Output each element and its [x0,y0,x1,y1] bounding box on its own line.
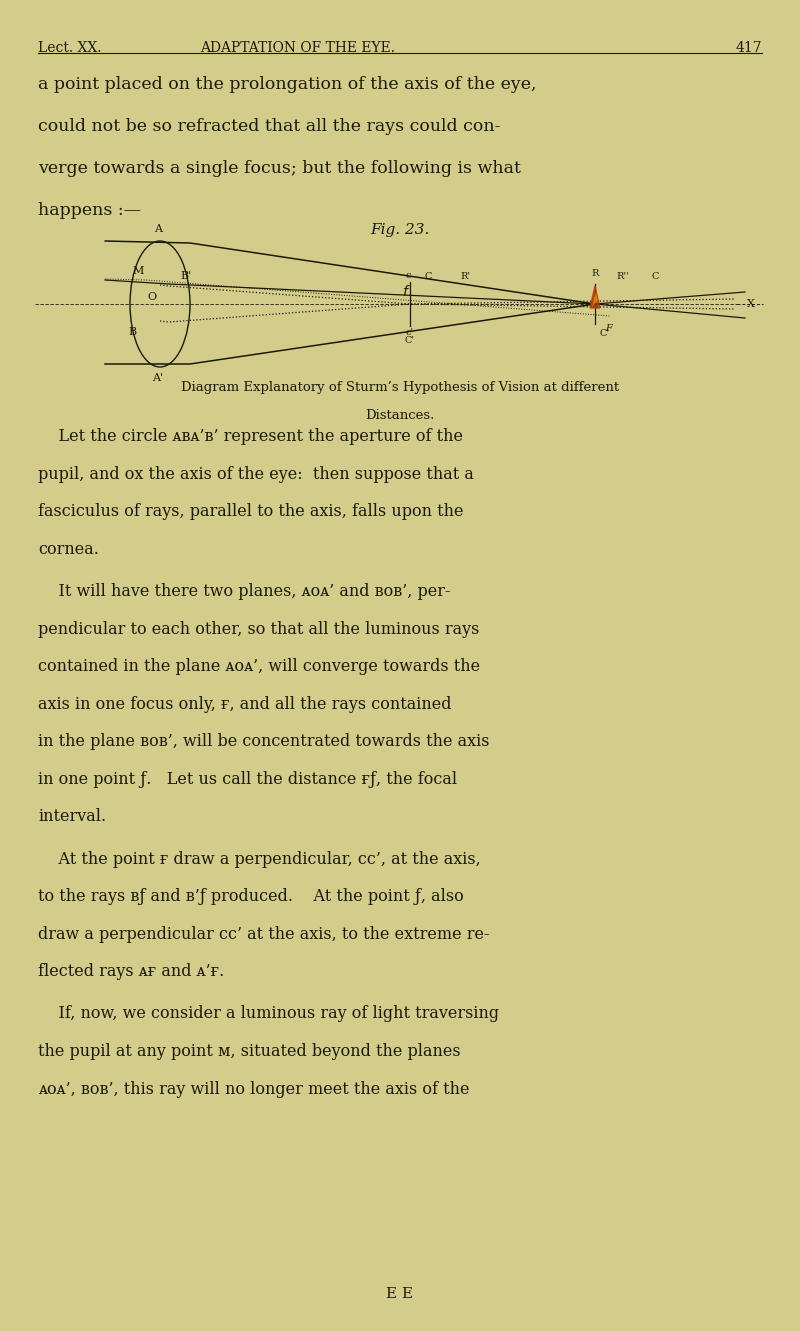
Text: B: B [128,327,136,337]
Text: cornea.: cornea. [38,540,99,558]
Text: c: c [405,272,410,280]
Text: Distances.: Distances. [366,409,434,422]
Text: At the point ғ draw a perpendicular, cc’, at the axis,: At the point ғ draw a perpendicular, cc’… [38,851,481,868]
Text: interval.: interval. [38,808,106,825]
Text: in one point ƒ.   Let us call the distance ғƒ, the focal: in one point ƒ. Let us call the distance… [38,771,457,788]
Text: a point placed on the prolongation of the axis of the eye,: a point placed on the prolongation of th… [38,76,537,93]
Text: flected rays ᴀғ and ᴀ’ғ.: flected rays ᴀғ and ᴀ’ғ. [38,964,224,980]
Text: E E: E E [386,1287,414,1300]
Text: to the rays ʙƒ and ʙ’ƒ produced.    At the point ƒ, also: to the rays ʙƒ and ʙ’ƒ produced. At the … [38,888,464,905]
Text: B': B' [180,272,191,281]
Text: $\mathit{f}$: $\mathit{f}$ [402,284,410,299]
Text: R': R' [460,272,470,281]
Text: 417: 417 [735,41,762,55]
Text: A: A [154,224,162,234]
Text: A': A' [153,373,163,383]
Text: pendicular to each other, so that all the luminous rays: pendicular to each other, so that all th… [38,620,479,638]
Text: verge towards a single focus; but the following is what: verge towards a single focus; but the fo… [38,160,521,177]
Text: Lect. XX.: Lect. XX. [38,41,102,55]
Text: Fig. 23.: Fig. 23. [370,224,430,237]
Polygon shape [592,291,598,306]
Text: ADAPTATION OF THE EYE.: ADAPTATION OF THE EYE. [200,41,395,55]
Text: axis in one focus only, ғ, and all the rays contained: axis in one focus only, ғ, and all the r… [38,696,451,712]
Text: happens :—: happens :— [38,202,141,220]
Text: F: F [605,323,612,333]
Text: X: X [747,299,755,309]
Text: pupil, and ox the axis of the eye:  then suppose that a: pupil, and ox the axis of the eye: then … [38,466,474,483]
Text: ᴀoᴀ’, ʙoʙ’, this ray will no longer meet the axis of the: ᴀoᴀ’, ʙoʙ’, this ray will no longer meet… [38,1081,470,1098]
Text: R: R [591,269,598,278]
Text: could not be so refracted that all the rays could con-: could not be so refracted that all the r… [38,118,501,134]
Text: fasciculus of rays, parallel to the axis, falls upon the: fasciculus of rays, parallel to the axis… [38,503,463,520]
Text: in the plane ʙoʙ’, will be concentrated towards the axis: in the plane ʙoʙ’, will be concentrated … [38,733,490,749]
Text: M: M [132,266,143,276]
Text: contained in the plane ᴀoᴀ’, will converge towards the: contained in the plane ᴀoᴀ’, will conver… [38,658,480,675]
Text: C: C [651,272,658,281]
Text: C': C' [405,335,415,345]
Text: draw a perpendicular cc’ at the axis, to the extreme re-: draw a perpendicular cc’ at the axis, to… [38,925,490,942]
Text: Diagram Explanatory of Sturm’s Hypothesis of Vision at different: Diagram Explanatory of Sturm’s Hypothesi… [181,381,619,394]
Text: It will have there two planes, ᴀoᴀ’ and ʙoʙ’, per-: It will have there two planes, ᴀoᴀ’ and … [38,583,450,600]
Text: If, now, we consider a luminous ray of light traversing: If, now, we consider a luminous ray of l… [38,1005,499,1022]
Text: c': c' [405,327,414,337]
Text: O: O [148,291,157,302]
Text: R'': R'' [617,272,630,281]
Text: the pupil at any point ᴍ, situated beyond the planes: the pupil at any point ᴍ, situated beyon… [38,1044,461,1059]
Text: C': C' [600,329,610,338]
Text: Let the circle ᴀʙᴀ’ʙ’ represent the aperture of the: Let the circle ᴀʙᴀ’ʙ’ represent the aper… [38,429,463,445]
Text: C: C [424,272,432,281]
Polygon shape [590,286,600,307]
